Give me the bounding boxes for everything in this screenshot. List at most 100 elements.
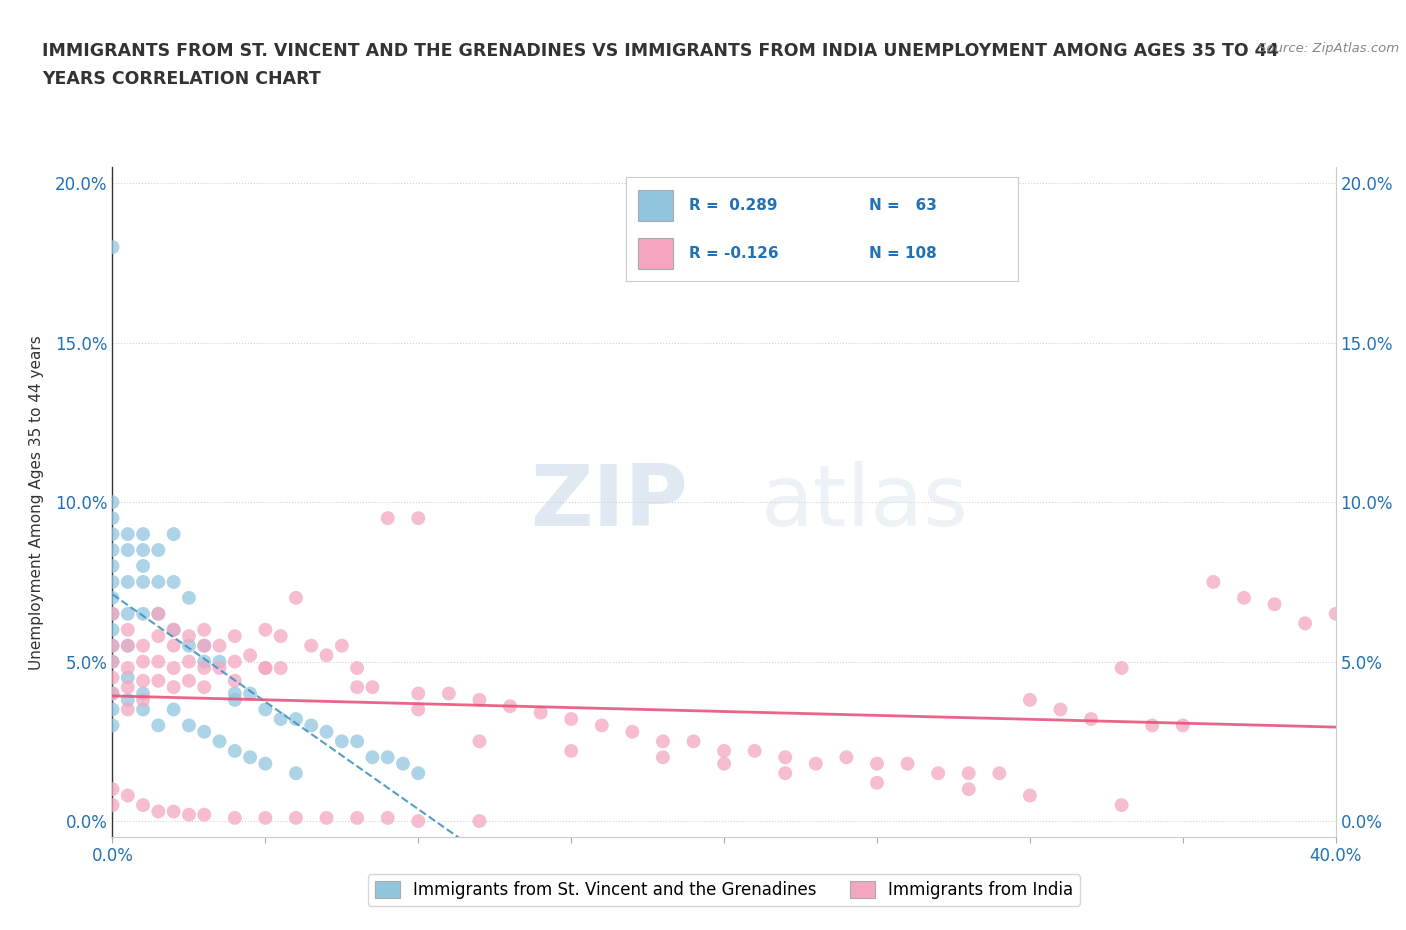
- Point: [101, 798, 124, 813]
- Point: [361, 750, 384, 764]
- Point: [254, 622, 277, 637]
- Point: [193, 807, 215, 822]
- Point: [1018, 693, 1040, 708]
- Point: [1233, 591, 1256, 605]
- Point: [330, 734, 353, 749]
- Point: [148, 575, 170, 590]
- Point: [468, 734, 491, 749]
- Point: [208, 734, 231, 749]
- Point: [957, 782, 980, 797]
- Point: [270, 711, 292, 726]
- Point: [148, 718, 170, 733]
- Point: [560, 743, 582, 758]
- Point: [177, 718, 200, 733]
- Point: [132, 638, 155, 653]
- Point: [163, 680, 186, 695]
- Point: [193, 680, 215, 695]
- Point: [315, 810, 337, 825]
- Point: [163, 622, 186, 637]
- Point: [315, 648, 337, 663]
- Point: [101, 782, 124, 797]
- Point: [224, 743, 246, 758]
- Point: [132, 559, 155, 574]
- Point: [682, 734, 704, 749]
- Point: [591, 718, 613, 733]
- Point: [897, 756, 920, 771]
- Point: [239, 750, 262, 764]
- Point: [239, 648, 262, 663]
- Point: [408, 702, 430, 717]
- Point: [299, 638, 322, 653]
- Point: [315, 724, 337, 739]
- Point: [437, 686, 460, 701]
- Point: [377, 810, 399, 825]
- Point: [177, 807, 200, 822]
- Point: [117, 606, 139, 621]
- Point: [270, 660, 292, 675]
- Y-axis label: Unemployment Among Ages 35 to 44 years: Unemployment Among Ages 35 to 44 years: [30, 335, 44, 670]
- Point: [1111, 798, 1133, 813]
- Point: [254, 660, 277, 675]
- Point: [117, 693, 139, 708]
- Point: [163, 638, 186, 653]
- Point: [1264, 597, 1286, 612]
- Text: ZIP: ZIP: [530, 460, 688, 544]
- Point: [177, 638, 200, 653]
- Point: [208, 660, 231, 675]
- Point: [361, 680, 384, 695]
- Point: [177, 654, 200, 669]
- Point: [224, 654, 246, 669]
- Text: IMMIGRANTS FROM ST. VINCENT AND THE GRENADINES VS IMMIGRANTS FROM INDIA UNEMPLOY: IMMIGRANTS FROM ST. VINCENT AND THE GREN…: [42, 42, 1279, 60]
- Point: [148, 629, 170, 644]
- Point: [652, 734, 675, 749]
- Point: [101, 606, 124, 621]
- Point: [101, 591, 124, 605]
- Point: [713, 743, 735, 758]
- Point: [224, 629, 246, 644]
- Point: [1324, 606, 1347, 621]
- Point: [284, 591, 308, 605]
- Point: [132, 798, 155, 813]
- Point: [254, 702, 277, 717]
- Point: [101, 542, 124, 557]
- Point: [163, 622, 186, 637]
- Point: [284, 765, 308, 780]
- Point: [744, 743, 766, 758]
- Point: [193, 638, 215, 653]
- Point: [101, 671, 124, 685]
- Point: [1294, 616, 1316, 631]
- Point: [377, 511, 399, 525]
- Point: [101, 511, 124, 525]
- Point: [101, 526, 124, 541]
- Point: [117, 622, 139, 637]
- Point: [163, 575, 186, 590]
- Point: [132, 693, 155, 708]
- Point: [208, 654, 231, 669]
- Point: [148, 606, 170, 621]
- Point: [193, 622, 215, 637]
- Point: [927, 765, 949, 780]
- Point: [621, 724, 644, 739]
- Point: [499, 698, 522, 713]
- Point: [177, 673, 200, 688]
- Point: [988, 765, 1011, 780]
- Point: [377, 750, 399, 764]
- Point: [957, 765, 980, 780]
- Point: [835, 750, 858, 764]
- Point: [652, 750, 675, 764]
- Point: [1018, 788, 1040, 803]
- Point: [101, 654, 124, 669]
- Point: [132, 575, 155, 590]
- Point: [468, 693, 491, 708]
- Point: [148, 606, 170, 621]
- Point: [132, 686, 155, 701]
- Point: [101, 638, 124, 653]
- Point: [1080, 711, 1102, 726]
- Point: [284, 810, 308, 825]
- Point: [163, 526, 186, 541]
- Point: [713, 756, 735, 771]
- Point: [284, 711, 308, 726]
- Point: [117, 575, 139, 590]
- Point: [117, 526, 139, 541]
- Point: [1142, 718, 1164, 733]
